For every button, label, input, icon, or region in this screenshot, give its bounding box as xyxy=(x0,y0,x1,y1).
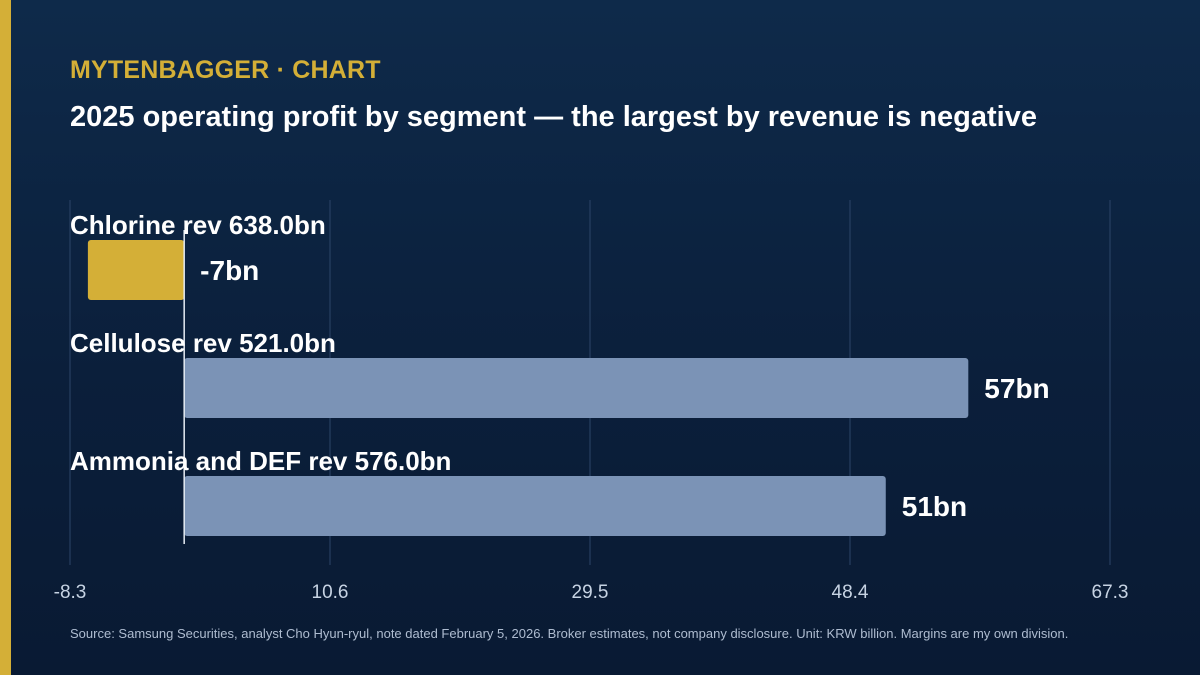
bar xyxy=(184,358,969,418)
source-note: Source: Samsung Securities, analyst Cho … xyxy=(70,626,1069,641)
value-label: 51bn xyxy=(902,491,967,522)
brand-label: MYTENBAGGER · CHART xyxy=(70,56,381,84)
value-label: -7bn xyxy=(200,255,259,286)
x-tick-label: -8.3 xyxy=(54,582,87,603)
category-label: Chlorine rev 638.0bn xyxy=(70,210,326,240)
bar xyxy=(184,476,886,536)
x-axis-ticks: -8.3 10.6 29.5 48.4 67.3 xyxy=(54,582,1129,603)
x-tick-label: 67.3 xyxy=(1092,582,1129,603)
bars xyxy=(87,240,969,536)
bar xyxy=(87,240,185,300)
category-label: Ammonia and DEF rev 576.0bn xyxy=(70,446,451,476)
labels: Chlorine rev 638.0bn -7bn Cellulose rev 52… xyxy=(70,210,1050,522)
chart-title: 2025 operating profit by segment — the l… xyxy=(70,101,1037,133)
x-tick-label: 10.6 xyxy=(312,582,349,603)
value-label: 57bn xyxy=(984,373,1049,404)
accent-bar xyxy=(0,0,11,675)
x-tick-label: 29.5 xyxy=(572,582,609,603)
category-label: Cellulose rev 521.0bn xyxy=(70,328,336,358)
x-tick-label: 48.4 xyxy=(832,582,869,603)
